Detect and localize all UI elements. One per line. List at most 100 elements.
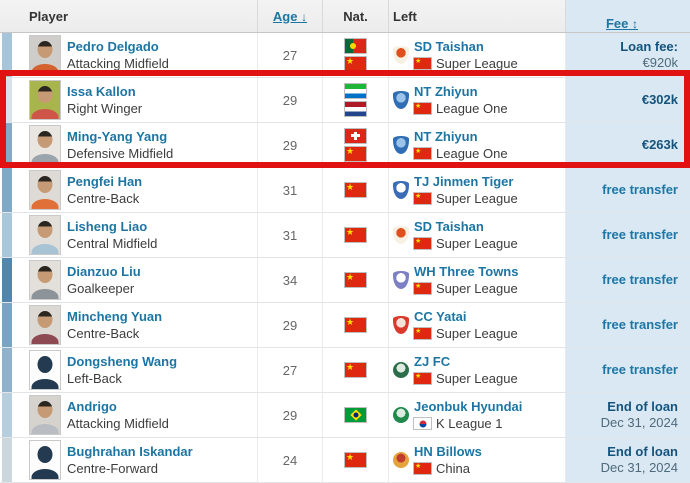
player-position: Central Midfield (67, 236, 158, 251)
china-flag-icon (345, 363, 366, 377)
club-name-link[interactable]: TJ Jinmen Tiger (414, 173, 514, 189)
avatar-torso (31, 109, 59, 119)
player-position: Left-Back (67, 371, 122, 386)
avatar-head (37, 266, 53, 283)
fee-main: End of loan (607, 444, 678, 459)
table-row: Issa Kallon Right Winger 29 NT Zhiyun Le… (0, 78, 690, 123)
club-name-link[interactable]: CC Yatai (414, 308, 467, 324)
avatar-torso (31, 289, 59, 299)
club-badge-icon[interactable] (393, 181, 409, 199)
club-name-link[interactable]: ZJ FC (414, 353, 451, 369)
market-value-strip (2, 393, 12, 437)
league-flag-icon (414, 283, 431, 294)
player-photo[interactable] (29, 350, 61, 390)
club-name-link[interactable]: SD Taishan (414, 218, 484, 234)
league-name-link[interactable]: Super League (436, 190, 518, 206)
player-name-link[interactable]: Dongsheng Wang (67, 354, 178, 369)
player-photo[interactable] (29, 215, 61, 255)
nationality-cell (322, 438, 388, 482)
club-name-link[interactable]: SD Taishan (414, 38, 484, 54)
nationality-cell (322, 348, 388, 392)
league-name-link[interactable]: K League 1 (436, 415, 503, 431)
market-value-strip (2, 438, 12, 482)
player-position: Defensive Midfield (67, 146, 174, 161)
avatar-head (37, 131, 53, 148)
league-name-link[interactable]: League One (436, 145, 508, 161)
club-badge-icon[interactable] (393, 316, 409, 334)
table-row: Pengfei Han Centre-Back 31 TJ Jinmen Tig… (0, 168, 690, 213)
league-name-link[interactable]: Super League (436, 235, 518, 251)
player-photo[interactable] (29, 440, 61, 480)
club-badge-icon[interactable] (393, 91, 409, 109)
table-row: Pedro Delgado Attacking Midfield 27 SD T… (0, 33, 690, 78)
avatar-torso (31, 379, 59, 389)
club-name-link[interactable]: HN Billows (414, 443, 482, 459)
player-name-link[interactable]: Lisheng Liao (67, 219, 148, 234)
club-badge-icon[interactable] (393, 226, 409, 244)
player-name-link[interactable]: Issa Kallon (67, 84, 136, 99)
china-flag-icon (345, 318, 366, 332)
avatar-head (37, 446, 53, 463)
player-photo[interactable] (29, 170, 61, 210)
club-badge-icon[interactable] (393, 362, 409, 378)
club-badge-icon[interactable] (393, 136, 409, 154)
player-name-link[interactable]: Pengfei Han (67, 174, 143, 189)
player-photo[interactable] (29, 260, 61, 300)
sierra-leone-flag-icon (345, 84, 366, 98)
age-value: 29 (282, 317, 298, 333)
club-name-link[interactable]: NT Zhiyun (414, 83, 478, 99)
fee-sub: Dec 31, 2024 (600, 460, 678, 475)
league-name-link[interactable]: League One (436, 100, 508, 116)
league-name-link[interactable]: Super League (436, 55, 518, 71)
fee-main: free transfer (602, 317, 678, 332)
player-photo[interactable] (29, 395, 61, 435)
player-name-link[interactable]: Andrigo (67, 399, 117, 414)
player-position: Centre-Back (67, 191, 140, 206)
club-name-link[interactable]: Jeonbuk Hyundai (414, 398, 523, 414)
league-flag-icon (414, 373, 431, 384)
player-column-header: Player (29, 8, 69, 24)
nationality-column-header: Nat. (343, 8, 368, 24)
player-photo[interactable] (29, 35, 61, 75)
age-value: 29 (282, 92, 298, 108)
player-name-link[interactable]: Mincheng Yuan (67, 309, 163, 324)
nationality-cell (322, 393, 388, 437)
player-photo[interactable] (29, 80, 61, 120)
avatar-torso (31, 334, 59, 344)
player-photo[interactable] (29, 305, 61, 345)
club-badge-icon[interactable] (393, 452, 409, 468)
age-value: 27 (282, 47, 298, 63)
avatar-torso (31, 244, 59, 254)
league-name-link[interactable]: China (436, 460, 470, 476)
club-name-link[interactable]: NT Zhiyun (414, 128, 478, 144)
player-name-link[interactable]: Dianzuo Liu (67, 264, 141, 279)
age-value: 29 (282, 137, 298, 153)
avatar-head (37, 86, 53, 103)
fee-sort-link[interactable]: Fee ↕ (606, 16, 638, 32)
league-name-link[interactable]: Super League (436, 280, 518, 296)
age-value: 27 (282, 362, 298, 378)
club-badge-icon[interactable] (393, 46, 409, 64)
league-name-link[interactable]: Super League (436, 370, 518, 386)
player-name-link[interactable]: Ming-Yang Yang (67, 129, 168, 144)
player-photo[interactable] (29, 125, 61, 165)
market-value-strip (2, 258, 12, 302)
league-flag-icon (414, 418, 431, 429)
switzerland-flag-icon (345, 129, 366, 143)
market-value-strip (2, 348, 12, 392)
club-name-link[interactable]: WH Three Towns (414, 263, 519, 279)
china-flag-icon (345, 273, 366, 287)
age-sort-link[interactable]: Age ↓ (273, 9, 307, 24)
league-flag-icon (414, 58, 431, 69)
league-flag-icon (414, 193, 431, 204)
player-position: Right Winger (67, 101, 143, 116)
avatar-torso (31, 64, 59, 74)
club-badge-icon[interactable] (393, 271, 409, 289)
nationality-cell (322, 168, 388, 212)
club-badge-icon[interactable] (393, 407, 409, 423)
league-name-link[interactable]: Super League (436, 325, 518, 341)
league-flag-icon (414, 238, 431, 249)
player-name-link[interactable]: Pedro Delgado (67, 39, 159, 54)
fee-main: free transfer (602, 362, 678, 377)
player-name-link[interactable]: Bughrahan Iskandar (67, 444, 193, 459)
